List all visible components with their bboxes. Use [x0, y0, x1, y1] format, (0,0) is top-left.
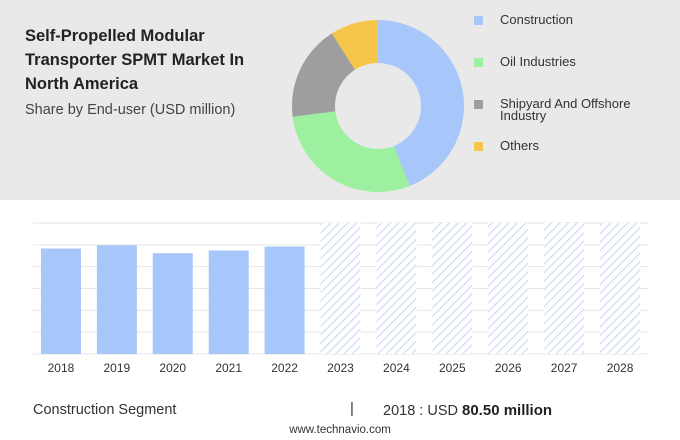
x-tick-label: 2025 — [439, 361, 466, 375]
bar — [152, 253, 193, 354]
forecast-bar — [600, 223, 641, 354]
x-tick-label: 2024 — [383, 361, 410, 375]
bar — [40, 248, 81, 354]
x-tick-label: 2021 — [215, 361, 242, 375]
bar — [208, 250, 249, 354]
footer-value: 2018 : USD 80.50 million — [383, 402, 552, 419]
donut-slice — [378, 20, 464, 186]
source-link[interactable]: www.technavio.com — [289, 424, 391, 436]
donut-slice — [331, 20, 378, 70]
x-tick-label: 2020 — [159, 361, 186, 375]
legend-label: Oil Industries — [500, 54, 576, 69]
x-tick-label: 2028 — [607, 361, 634, 375]
legend-label: Shipyard And Offshore Industry — [500, 96, 631, 123]
footer-segment-label: Construction Segment — [33, 402, 177, 418]
forecast-bar — [432, 223, 473, 354]
donut-slice — [292, 111, 410, 192]
x-tick-label: 2022 — [271, 361, 298, 375]
chart-subtitle: Share by End-user (USD million) — [25, 102, 236, 118]
forecast-bar — [488, 223, 529, 354]
forecast-bar — [320, 223, 361, 354]
bar — [96, 245, 137, 354]
footer-year-label: 2018 : USD — [383, 403, 458, 419]
bar — [264, 246, 305, 354]
legend-label: Others — [500, 138, 540, 153]
x-tick-label: 2026 — [495, 361, 522, 375]
bar-chart: 2018 2019 2020 2021 2022 2023 2024 2025 2026 2027… — [33, 222, 648, 375]
legend-swatch — [474, 16, 483, 25]
forecast-bar — [376, 223, 417, 354]
x-tick-label: 2027 — [551, 361, 578, 375]
legend-swatch — [474, 142, 483, 151]
x-tick-label: 2018 — [48, 361, 75, 375]
x-tick-label: 2023 — [327, 361, 354, 375]
x-tick-label: 2019 — [104, 361, 131, 375]
donut-slice — [292, 33, 355, 117]
donut-chart — [292, 20, 464, 192]
footer-amount: 80.50 million — [462, 402, 553, 419]
legend-label: Construction — [500, 12, 573, 27]
footer-separator: | — [350, 400, 354, 417]
legend-swatch — [474, 100, 483, 109]
chart-title: Self-Propelled Modular Transporter SPMT … — [25, 27, 245, 93]
forecast-bar — [544, 223, 585, 354]
legend-swatch — [474, 58, 483, 67]
